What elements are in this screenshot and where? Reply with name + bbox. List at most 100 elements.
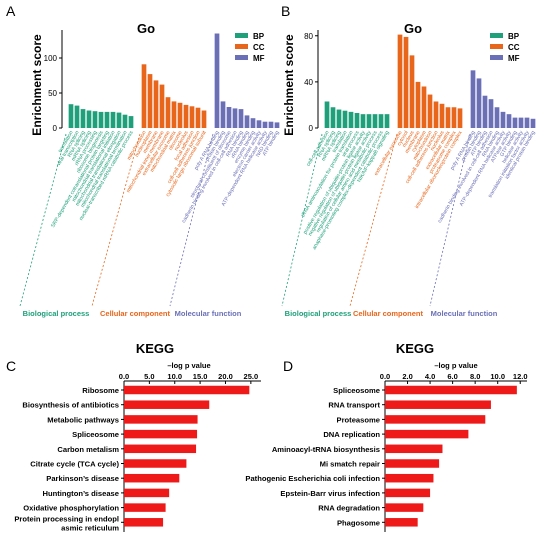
bar-bp <box>104 111 110 128</box>
category-label-kegg: Metabolic pathways <box>47 415 119 424</box>
bar-cc <box>153 80 159 128</box>
group-divider-cc <box>349 133 398 307</box>
bar-bp <box>324 101 330 128</box>
bar-cc <box>415 81 421 128</box>
x-tick-label: 20.0 <box>218 372 233 381</box>
bar-bp <box>366 114 372 128</box>
y-axis-label-b: Enrichment score <box>282 34 296 136</box>
bar-mf <box>506 114 512 128</box>
bar-kegg <box>124 459 187 468</box>
legend-swatch-bp <box>490 33 503 38</box>
chart-title-d: KEGG <box>396 341 434 356</box>
bar-bp <box>68 104 74 128</box>
bar-kegg <box>385 400 491 409</box>
x-tick-label: 8.0 <box>470 372 480 381</box>
legend-swatch-cc <box>490 44 503 49</box>
bar-bp <box>98 111 104 128</box>
x-tick-label: 0.0 <box>380 372 390 381</box>
bar-kegg <box>385 459 440 468</box>
legend-text-cc: CC <box>253 43 265 52</box>
group-label-cc: Cellular component <box>353 309 424 318</box>
axes-d: 0.0 2.0 4.0 6.0 8.0 10.0 12.0 <box>380 372 528 532</box>
bar-cc <box>421 86 427 128</box>
legend-swatch-mf <box>235 55 248 60</box>
chart-title-b: Go <box>404 21 422 36</box>
bar-kegg <box>124 518 164 527</box>
x-tick-label: 2.0 <box>402 372 412 381</box>
y-axis-label-a: Enrichment score <box>30 34 44 136</box>
bar-bp <box>360 114 366 128</box>
panel-label-b: B <box>281 3 290 19</box>
x-tick-label: 5.0 <box>144 372 154 381</box>
bar-bp <box>384 114 390 128</box>
group-labels-a: Biological process Cellular component Mole… <box>19 133 242 318</box>
bar-bp <box>354 113 360 128</box>
bar-cc <box>195 107 201 128</box>
axes-a: 0 50 100 <box>44 30 63 133</box>
bar-mf <box>250 118 256 128</box>
bar-cc <box>177 102 183 128</box>
category-label-kegg: Pathogenic Escherichia coli infection <box>245 474 380 483</box>
category-label-kegg: Parkinson’s disease <box>46 474 119 483</box>
bar-cc <box>409 55 415 129</box>
group-label-mf: Molecular function <box>431 309 498 318</box>
go-chart-a: Go Enrichment score 0 50 100 translationvi… <box>19 21 281 318</box>
bar-cc <box>159 84 165 128</box>
category-label-kegg: DNA replication <box>323 430 380 439</box>
bar-mf <box>488 99 494 128</box>
bar-mf <box>524 117 530 128</box>
category-label-kegg: Aminoacyl-tRNA biosynthesis <box>272 445 380 454</box>
x-tick-label: 4.0 <box>425 372 435 381</box>
bar-kegg <box>124 385 250 395</box>
category-label-kegg: Huntington’s disease <box>42 489 119 498</box>
x-tick-label: 0.0 <box>119 372 129 381</box>
y-tick-label: 0 <box>309 124 314 133</box>
bar-mf <box>500 111 506 128</box>
bar-mf <box>214 33 220 128</box>
bar-bp <box>80 109 86 128</box>
panel-label-a: A <box>6 3 16 19</box>
group-label-bp: Biological process <box>285 309 352 318</box>
bars-b <box>324 34 536 129</box>
bar-cc <box>451 107 457 128</box>
bars-d: Spliceosome RNA transport Proteasome DNA re… <box>245 385 517 527</box>
bar-bp <box>110 111 116 128</box>
legend-swatch-mf <box>490 55 503 60</box>
bar-cc <box>439 103 445 128</box>
category-label-kegg: Spliceosome <box>72 430 119 439</box>
x-axis-label-d: –log p value <box>434 361 477 370</box>
go-chart-b: Go Enrichment score 0 40 80 cell-cell adhe… <box>281 21 537 318</box>
category-label-kegg: RNA degradation <box>318 504 380 513</box>
category-label-kegg: Citrate cycle (TCA cycle) <box>30 460 119 469</box>
bars-a <box>68 33 280 128</box>
bar-mf <box>274 122 280 128</box>
x-tick-label: 10.0 <box>490 372 505 381</box>
kegg-chart-c: KEGG –log p value 0.0 5.0 10.0 15.0 20.0 25.0… <box>14 341 261 532</box>
bar-cc <box>201 110 207 128</box>
legend-b: BP CC MF <box>490 32 520 63</box>
category-label-kegg: Carbon metalism <box>57 445 119 454</box>
group-divider-cc <box>91 133 141 307</box>
x-tick-label: 10.0 <box>167 372 182 381</box>
bars-c: Ribosome Biosynthesis of antibiotics Metab… <box>14 385 250 532</box>
y-tick-label: 100 <box>44 54 58 63</box>
bar-cc <box>165 97 171 128</box>
bar-kegg <box>385 518 418 527</box>
bar-bp <box>378 114 384 128</box>
bar-cc <box>189 106 195 128</box>
bar-kegg <box>124 415 198 424</box>
bar-kegg <box>124 488 170 498</box>
bar-kegg <box>124 444 197 454</box>
legend-swatch-cc <box>235 44 248 49</box>
bar-cc <box>171 101 177 128</box>
bar-mf <box>244 115 250 128</box>
chart-title-a: Go <box>137 21 155 36</box>
bar-mf <box>494 107 500 128</box>
kegg-chart-d: KEGG –log p value 0.0 2.0 4.0 6.0 8.0 10.0 12.… <box>245 341 528 532</box>
group-label-cc: Cellular component <box>100 309 171 318</box>
bar-bp <box>74 105 80 128</box>
legend-text-bp: BP <box>508 32 520 41</box>
